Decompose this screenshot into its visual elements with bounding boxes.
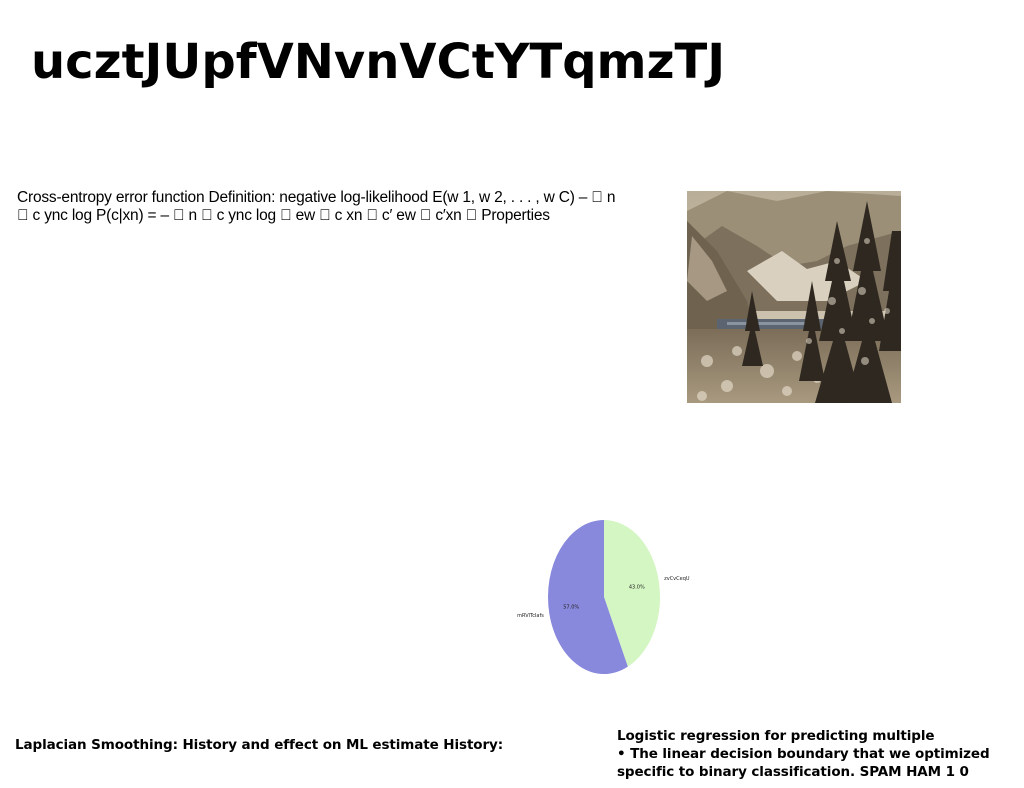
pie-slice-0 [604, 520, 660, 667]
bottom-right-caption: Logistic regression for predicting multi… [617, 727, 1022, 781]
pie-chart: 43.0% zvCvCeqU 57.0% mRVlTcIafs [505, 510, 705, 685]
photo [687, 191, 901, 403]
bottom-right-line-2: • The linear decision boundary that we o… [617, 746, 990, 762]
body-text: Cross-entropy error function Definition:… [17, 189, 616, 224]
snowy-mountain-forest-photo [687, 191, 901, 403]
bottom-right-line-3: specific to binary classification. SPAM … [617, 764, 969, 780]
pie-slice-label-0: zvCvCeqU [664, 576, 690, 582]
pie-slice-1 [548, 520, 628, 674]
bottom-right-line-1: Logistic regression for predicting multi… [617, 728, 935, 744]
pie-pct-label-0: 43.0% [629, 584, 645, 590]
pie-slice-label-1: mRVlTcIafs [517, 613, 544, 619]
pie-pct-label-1: 57.0% [563, 605, 579, 611]
pie-chart-svg: 43.0% zvCvCeqU 57.0% mRVlTcIafs [517, 520, 690, 674]
slide-title: ucztJUpfVNvnVCtYTqmzTJ [31, 34, 726, 90]
bottom-left-caption: Laplacian Smoothing: History and effect … [15, 737, 504, 753]
